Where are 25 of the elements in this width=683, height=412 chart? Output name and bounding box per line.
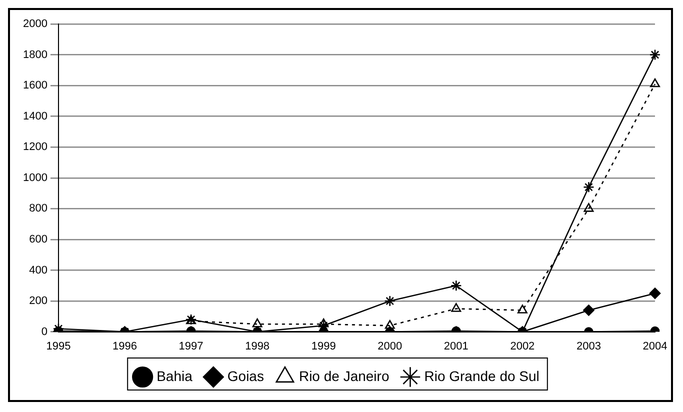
- x-tick-label: 1998: [245, 340, 270, 352]
- y-tick-label: 400: [29, 264, 48, 276]
- y-tick-label: 1600: [22, 80, 48, 92]
- x-tick-label: 1999: [311, 340, 336, 352]
- legend-label: Bahia: [156, 368, 193, 384]
- x-tick-label: 2002: [510, 340, 535, 352]
- x-tick-label: 1995: [46, 340, 71, 352]
- legend-label: Rio de Janeiro: [298, 368, 390, 384]
- x-tick-label: 2003: [576, 340, 601, 352]
- y-tick-label: 2000: [22, 18, 48, 30]
- legend-label: Rio Grande do Sul: [424, 368, 540, 384]
- x-tick-label: 2000: [378, 340, 402, 352]
- y-tick-label: 800: [29, 202, 48, 215]
- y-tick-label: 0: [41, 326, 48, 338]
- y-tick-label: 200: [29, 295, 48, 308]
- y-tick-label: 1800: [22, 48, 48, 61]
- x-tick-label: 1997: [178, 340, 204, 352]
- legend-label: Goias: [227, 368, 264, 384]
- y-tick-label: 1400: [22, 110, 48, 122]
- x-tick-label: 2004: [642, 340, 668, 352]
- x-tick-label: 1996: [112, 340, 137, 352]
- y-tick-label: 1200: [22, 141, 48, 154]
- y-tick-label: 600: [29, 233, 48, 246]
- y-tick-label: 1000: [22, 172, 48, 184]
- x-tick-label: 2001: [444, 340, 468, 352]
